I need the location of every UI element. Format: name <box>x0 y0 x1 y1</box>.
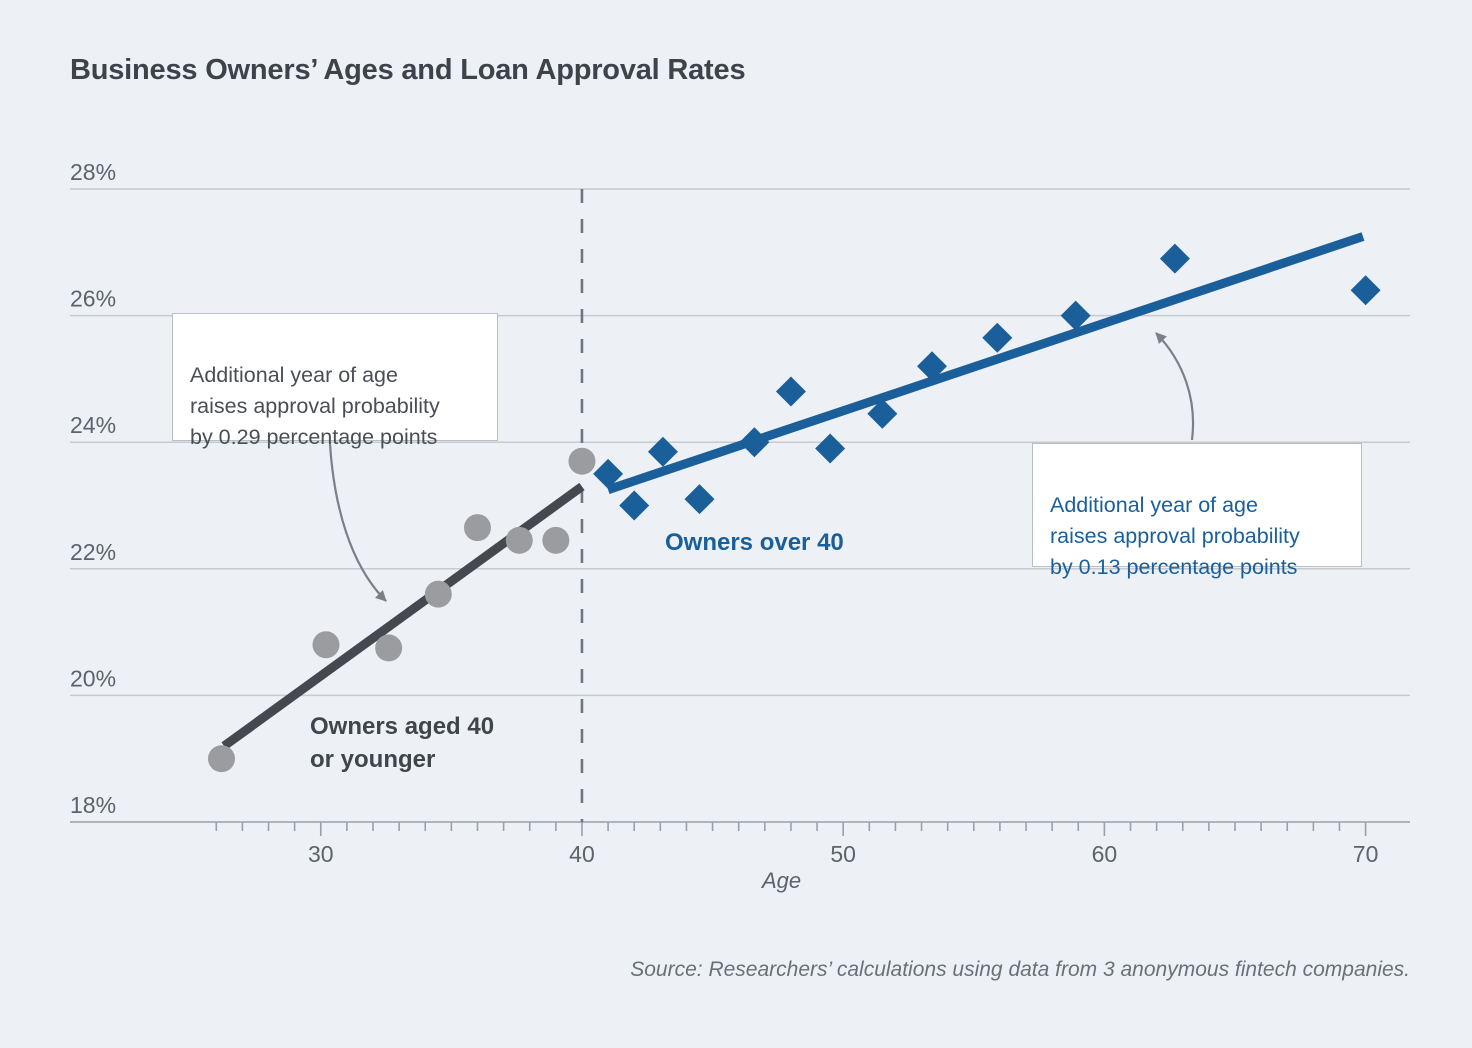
old-trend-line <box>606 232 1365 494</box>
old-owners-series <box>593 232 1381 521</box>
y-tick-label: 24% <box>70 412 116 438</box>
x-tick-label: 50 <box>830 841 856 867</box>
y-gridlines: 18% 20% 22% 24% 26% 28% <box>70 159 1410 823</box>
x-tick-label: 60 <box>1092 841 1118 867</box>
data-point-diamond <box>775 376 806 407</box>
y-tick-label: 22% <box>70 539 116 565</box>
y-tick-label: 28% <box>70 159 116 185</box>
young-series-label: Owners aged 40 or younger <box>310 713 495 773</box>
annotation-text-young-slope: Additional year of age raises approval p… <box>190 363 440 449</box>
data-point-diamond <box>739 427 770 458</box>
x-tick-label: 70 <box>1353 841 1379 867</box>
young-owners-series <box>208 447 596 773</box>
data-point-diamond <box>867 398 898 429</box>
old-series-label: Owners over 40 <box>665 529 844 556</box>
arrow-to-old-trend <box>1155 332 1195 441</box>
chart-title: Business Owners’ Ages and Loan Approval … <box>70 54 746 86</box>
data-point-diamond <box>647 436 678 467</box>
data-point-diamond <box>815 433 846 464</box>
data-point-diamond <box>593 458 624 489</box>
data-point-circle <box>424 580 452 608</box>
data-point-circle <box>505 526 533 554</box>
data-point-circle <box>568 447 596 475</box>
data-point-diamond <box>1350 275 1381 306</box>
y-tick-label: 20% <box>70 665 116 691</box>
data-point-diamond <box>916 351 947 382</box>
annotation-box-young-slope: Additional year of age raises approval p… <box>172 313 498 449</box>
data-point-diamond <box>684 484 715 515</box>
data-point-circle <box>542 526 570 554</box>
data-point-diamond <box>1060 300 1091 331</box>
annotation-text-old-slope: Additional year of age raises approval p… <box>1050 493 1300 579</box>
source-note: Source: Researchers’ calculations using … <box>630 958 1410 981</box>
data-point-diamond <box>619 490 650 521</box>
x-axis-title: Age <box>762 868 802 893</box>
y-tick-label: 26% <box>70 286 116 312</box>
data-point-circle <box>208 745 236 773</box>
data-point-circle <box>375 634 403 662</box>
data-point-circle <box>312 631 340 659</box>
x-tick-label: 40 <box>569 841 595 867</box>
x-axis: 30 40 50 60 70 <box>215 822 1379 867</box>
data-point-diamond <box>1159 243 1190 274</box>
x-tick-label: 30 <box>308 841 334 867</box>
young-trend-line <box>221 482 585 750</box>
arrow-to-young-trend <box>328 443 387 602</box>
data-point-circle <box>463 514 491 542</box>
annotation-box-old-slope: Additional year of age raises approval p… <box>1032 443 1362 579</box>
data-point-diamond <box>982 322 1013 353</box>
y-tick-label: 18% <box>70 792 116 818</box>
